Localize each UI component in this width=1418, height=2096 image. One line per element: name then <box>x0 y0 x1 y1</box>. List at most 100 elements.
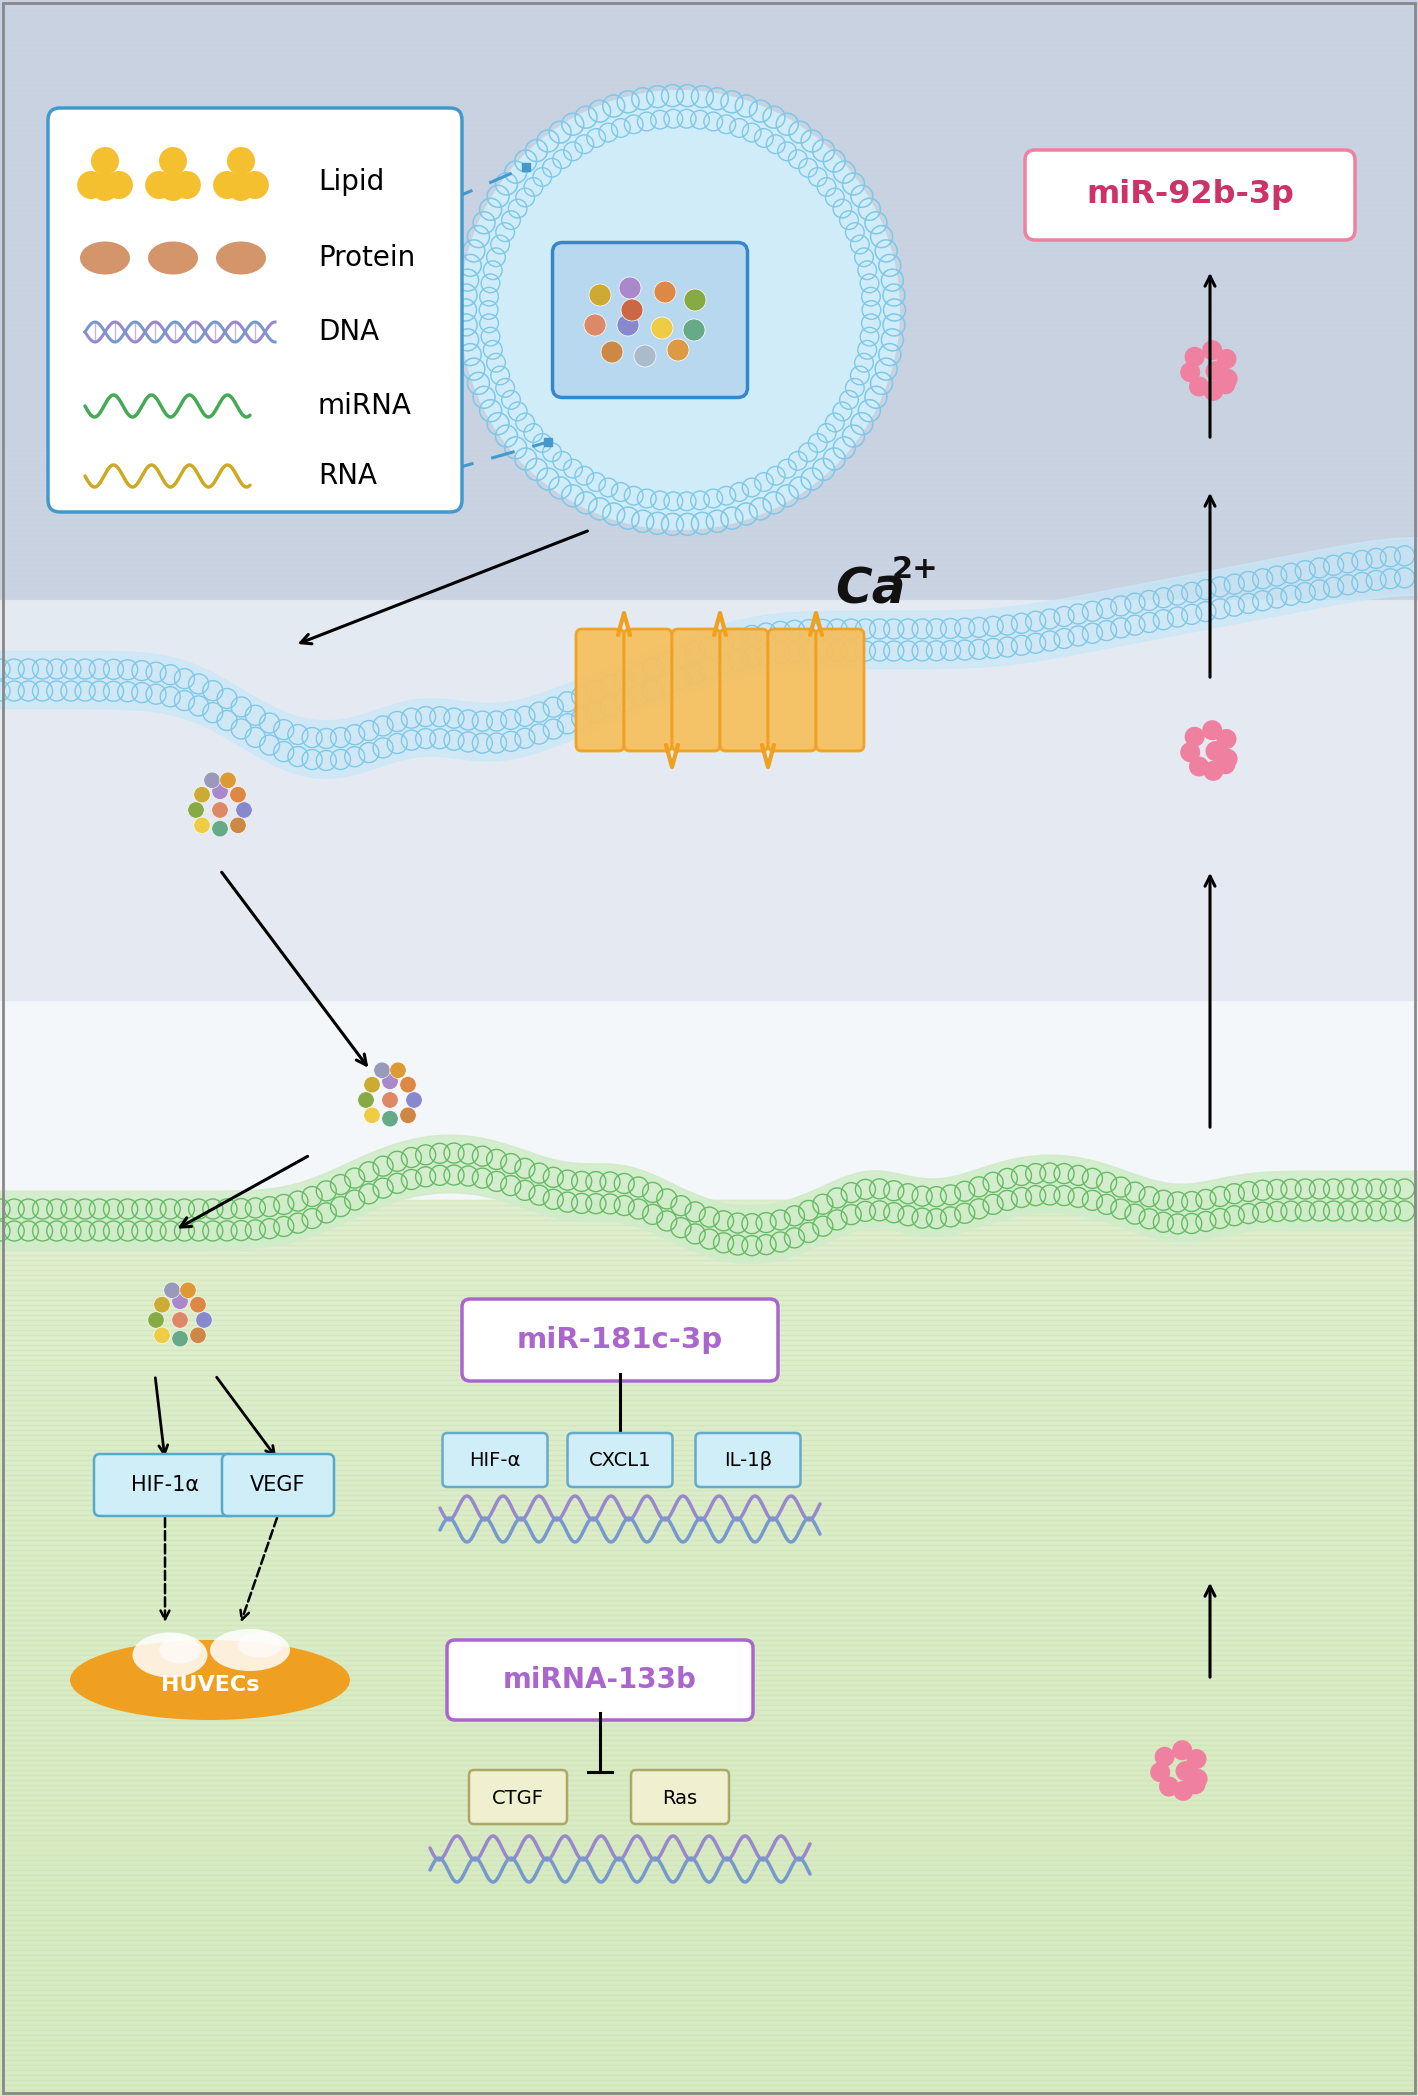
FancyBboxPatch shape <box>720 629 769 750</box>
Text: CXCL1: CXCL1 <box>588 1453 651 1471</box>
Circle shape <box>666 340 689 361</box>
Circle shape <box>1215 755 1235 773</box>
Circle shape <box>91 174 119 201</box>
Text: HIF-α: HIF-α <box>469 1453 520 1471</box>
Circle shape <box>105 172 133 199</box>
Text: miR-181c-3p: miR-181c-3p <box>518 1327 723 1354</box>
Circle shape <box>145 172 173 199</box>
Circle shape <box>1185 1775 1205 1794</box>
Circle shape <box>1173 1740 1193 1761</box>
Circle shape <box>196 1312 213 1329</box>
Text: RNA: RNA <box>318 461 377 490</box>
Circle shape <box>1190 377 1210 396</box>
Circle shape <box>230 817 247 834</box>
FancyBboxPatch shape <box>553 243 747 398</box>
Circle shape <box>1176 1761 1195 1782</box>
FancyBboxPatch shape <box>631 1769 729 1824</box>
Circle shape <box>164 1283 180 1297</box>
Circle shape <box>187 803 204 817</box>
Circle shape <box>1187 1748 1207 1769</box>
Circle shape <box>153 1327 170 1344</box>
FancyBboxPatch shape <box>469 1769 567 1824</box>
FancyBboxPatch shape <box>769 629 815 750</box>
Text: Protein: Protein <box>318 243 415 272</box>
Text: Ras: Ras <box>662 1788 698 1807</box>
Text: miRNA-133b: miRNA-133b <box>503 1666 696 1694</box>
FancyBboxPatch shape <box>567 1434 672 1486</box>
FancyBboxPatch shape <box>442 1434 547 1486</box>
Circle shape <box>211 820 228 836</box>
Circle shape <box>1204 761 1224 782</box>
FancyBboxPatch shape <box>576 629 624 750</box>
Circle shape <box>180 1283 196 1297</box>
Circle shape <box>364 1077 380 1092</box>
Circle shape <box>213 172 241 199</box>
Circle shape <box>406 1092 423 1109</box>
Circle shape <box>1217 729 1236 748</box>
Ellipse shape <box>216 241 267 275</box>
Circle shape <box>1205 742 1225 761</box>
Circle shape <box>194 786 210 803</box>
Circle shape <box>77 172 105 199</box>
Circle shape <box>159 174 187 201</box>
Text: miRNA: miRNA <box>318 392 411 419</box>
Circle shape <box>227 174 255 201</box>
FancyBboxPatch shape <box>223 1455 335 1515</box>
Circle shape <box>390 1063 406 1079</box>
Text: miR-92b-3p: miR-92b-3p <box>1086 180 1295 210</box>
Circle shape <box>588 283 611 306</box>
Circle shape <box>194 817 210 834</box>
Circle shape <box>230 786 247 803</box>
Circle shape <box>220 771 237 788</box>
Circle shape <box>459 90 900 530</box>
Text: CTGF: CTGF <box>492 1788 545 1807</box>
Circle shape <box>153 1297 170 1312</box>
Text: 2+: 2+ <box>892 555 939 585</box>
FancyBboxPatch shape <box>815 629 864 750</box>
FancyBboxPatch shape <box>462 1300 778 1381</box>
Text: Lipid: Lipid <box>318 168 384 197</box>
Circle shape <box>617 314 640 335</box>
Circle shape <box>91 147 119 174</box>
Text: VEGF: VEGF <box>250 1476 306 1494</box>
Circle shape <box>172 1293 189 1310</box>
Circle shape <box>1184 346 1205 367</box>
Circle shape <box>1215 375 1235 394</box>
Circle shape <box>683 319 705 342</box>
Text: IL-1β: IL-1β <box>725 1453 771 1471</box>
Circle shape <box>211 803 228 817</box>
FancyBboxPatch shape <box>48 109 462 511</box>
FancyBboxPatch shape <box>624 629 672 750</box>
Circle shape <box>651 316 674 340</box>
Text: HIF-1α: HIF-1α <box>130 1476 199 1494</box>
Circle shape <box>172 1312 189 1329</box>
Circle shape <box>1154 1746 1174 1767</box>
Circle shape <box>654 281 676 304</box>
Circle shape <box>683 289 706 310</box>
Circle shape <box>190 1327 206 1344</box>
Circle shape <box>1205 361 1225 381</box>
Circle shape <box>1173 1782 1194 1800</box>
Circle shape <box>1204 381 1224 400</box>
Circle shape <box>381 1073 398 1090</box>
Circle shape <box>1217 350 1236 369</box>
Circle shape <box>1180 363 1200 381</box>
Text: HUVECs: HUVECs <box>160 1675 259 1696</box>
Circle shape <box>400 1107 417 1123</box>
Circle shape <box>1218 369 1238 388</box>
FancyBboxPatch shape <box>447 1639 753 1721</box>
Ellipse shape <box>147 241 199 275</box>
Ellipse shape <box>69 1639 350 1721</box>
Circle shape <box>1159 1777 1178 1796</box>
Circle shape <box>1188 1769 1208 1788</box>
Circle shape <box>1184 727 1205 746</box>
Circle shape <box>634 346 657 367</box>
Circle shape <box>147 1312 164 1329</box>
Text: Ca: Ca <box>835 566 905 614</box>
Circle shape <box>1202 721 1222 740</box>
Circle shape <box>357 1092 374 1109</box>
FancyBboxPatch shape <box>695 1434 801 1486</box>
Circle shape <box>1180 742 1200 763</box>
Ellipse shape <box>132 1633 207 1677</box>
FancyBboxPatch shape <box>94 1455 235 1515</box>
